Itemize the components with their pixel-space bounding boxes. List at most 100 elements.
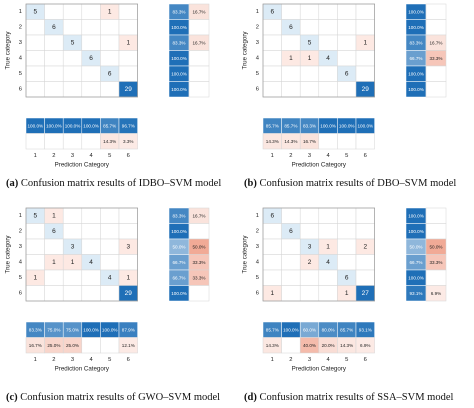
column-tick-label: 1 (271, 153, 274, 159)
matrix-cell (318, 81, 338, 98)
row-summary-correct-value: 100.0% (171, 87, 187, 92)
matrix-cell (81, 223, 101, 240)
matrix-cell (318, 285, 338, 302)
matrix-cell-value: 6 (345, 70, 349, 77)
matrix-cell (337, 34, 357, 51)
matrix-cell-value: 29 (125, 86, 133, 93)
column-summary-correct-value: 85.7% (266, 327, 279, 332)
row-summary-correct-value: 83.3% (172, 40, 185, 45)
matrix-cell (318, 34, 338, 51)
column-summary: 85.7% 14.3% 100.0% 60.0% 40.0% 80.0% 20.0% 85.7… (262, 321, 375, 354)
matrix-cell (100, 50, 120, 67)
matrix-cell-value: 1 (108, 8, 112, 15)
row-summary-correct-value: 100.0% (171, 56, 187, 61)
column-summary-error-cell (281, 337, 301, 354)
row-tick-label: 3 (256, 40, 259, 46)
caption-text: Confusion matrix results of IDBO–SVM mod… (20, 178, 222, 189)
matrix-cells: 5 1 6 3 3 1 1 4 1 4 1 29 (25, 207, 138, 302)
matrix-cell (281, 3, 301, 20)
column-tick-label: 2 (52, 357, 55, 363)
column-summary-correct-value: 75.0% (66, 327, 79, 332)
matrix-cell (25, 50, 45, 67)
row-summary-error-value: 50.0% (429, 244, 442, 249)
matrix-cell (44, 269, 64, 286)
matrix-cell (262, 269, 282, 286)
column-tick-label: 4 (89, 357, 93, 363)
column-tick-label: 2 (289, 357, 292, 363)
confusion-matrix-plot-gwo: 5 1 6 3 3 1 1 4 1 4 1 29 1 2 3 4 5 6 True category 83.3% 16.… (5, 207, 210, 373)
matrix-cell (44, 81, 64, 98)
matrix-cell (281, 285, 301, 302)
column-tick-label: 5 (345, 357, 348, 363)
caption-text: Confusion matrix results of DBO–SVM mode… (259, 178, 457, 189)
row-summary-error-value: 6.9% (431, 291, 441, 296)
y-axis-label: True category (5, 31, 12, 70)
matrix-cell (44, 238, 64, 255)
column-tick-label: 6 (127, 357, 130, 363)
matrix-cell (81, 207, 101, 224)
matrix-cell (281, 238, 301, 255)
matrix-cell (25, 65, 45, 82)
row-summary-error-cell (188, 65, 210, 82)
row-summary-error-value: 33.3% (192, 275, 205, 280)
column-tick-label: 4 (326, 153, 330, 159)
matrix-border (25, 3, 138, 98)
row-summary-error-cell (425, 81, 447, 98)
matrix-cell (44, 34, 64, 51)
matrix-cell (100, 254, 120, 271)
column-summary-correct-value: 100.0% (358, 123, 374, 128)
column-summary-correct-value: 83.3% (29, 327, 42, 332)
row-tick-label: 6 (19, 86, 22, 92)
row-tick-label: 3 (19, 244, 22, 250)
row-tick-label: 4 (256, 259, 260, 265)
column-summary-error-value: 6.9% (360, 343, 370, 348)
matrix-cell-value: 4 (326, 259, 330, 266)
matrix-cell (337, 19, 357, 36)
matrix-cell-value: 1 (52, 259, 56, 266)
row-summary-correct-value: 66.7% (172, 275, 185, 280)
column-summary-error-cell (118, 337, 138, 354)
matrix-cell (299, 269, 320, 286)
row-tick-label: 6 (256, 290, 259, 296)
column-summary-error-value: 3.3% (123, 139, 133, 144)
column-summary-correct-value: 83.3% (303, 123, 316, 128)
matrix-cell-value: 5 (33, 8, 37, 15)
matrix-cell (262, 81, 282, 98)
matrix-cell (262, 65, 282, 82)
column-summary-error-value: 14.3% (266, 343, 279, 348)
matrix-cell (44, 65, 64, 82)
matrix-cell (355, 3, 375, 20)
column-tick-label: 6 (364, 153, 367, 159)
row-summary-correct-value: 100.0% (171, 25, 187, 30)
matrix-cell (262, 34, 282, 51)
matrix-cell (81, 238, 101, 255)
matrix-cell-value: 6 (289, 24, 293, 31)
column-summary-correct-value: 100.0% (46, 123, 62, 128)
row-summary-correct-value: 100.0% (171, 291, 187, 296)
column-tick-label: 3 (308, 357, 311, 363)
column-summary-correct-value: 100.0% (28, 123, 44, 128)
matrix-cell (337, 254, 357, 271)
row-summary-correct-value: 100.0% (408, 213, 424, 218)
row-summary-error-cell (188, 81, 210, 98)
matrix-cell-value: 1 (126, 39, 130, 46)
column-summary-correct-value: 85.7% (266, 123, 279, 128)
column-summary-error-cell (118, 133, 138, 150)
row-summary: 83.3% 16.7% 100.0% 83.3% 16.7% 100.0% 100.0% 10… (168, 3, 210, 98)
column-summary-correct-value: 60.0% (303, 327, 316, 332)
matrix-cell (355, 50, 375, 67)
row-summary-correct-value: 83.3% (172, 9, 185, 14)
matrix-cell-value: 5 (71, 39, 75, 46)
row-tick-label: 3 (19, 40, 22, 46)
row-summary-error-value: 33.3% (192, 260, 205, 265)
matrix-cell (62, 50, 83, 67)
row-summary: 100.0% 100.0% 83.3% 16.7% 66.7% 33.3% 100.0% 10… (405, 3, 447, 98)
row-tick-label: 4 (19, 259, 23, 265)
row-summary-error-cell (425, 269, 447, 286)
matrix-cell (299, 65, 320, 82)
row-tick-label: 1 (19, 9, 22, 15)
column-summary-error-cell (355, 133, 375, 150)
row-summary-correct-value: 100.0% (171, 71, 187, 76)
row-summary-correct-value: 50.0% (172, 244, 185, 249)
